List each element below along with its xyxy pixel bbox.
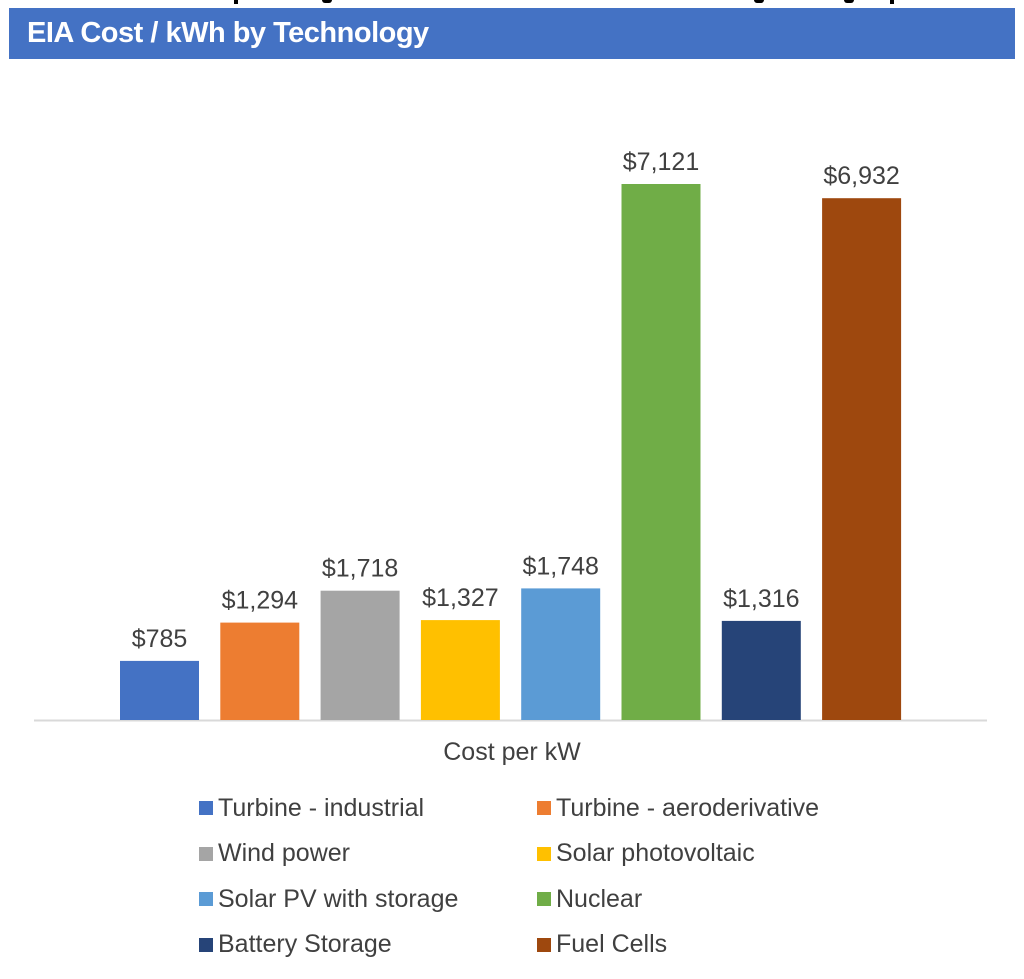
legend-item: Wind power [199, 834, 350, 874]
legend-swatch [199, 801, 213, 815]
legend-label: Solar PV with storage [218, 884, 459, 913]
legend-label: Turbine - aeroderivative [556, 793, 820, 822]
legend-item: Turbine - aeroderivative [537, 788, 819, 828]
data-label: $1,294 [222, 587, 299, 615]
legend-label: Solar photovoltaic [556, 839, 755, 867]
x-axis-label: Cost per kW [443, 738, 581, 766]
data-label: $785 [132, 625, 188, 653]
cropped-heading-fragment [844, 0, 854, 3]
cropped-heading-fragment [890, 0, 894, 4]
data-label: $1,327 [422, 584, 498, 612]
legend-swatch [537, 801, 551, 815]
data-label: $7,121 [623, 148, 699, 176]
legend-label: Fuel Cells [556, 930, 668, 958]
bar-solar-pv-with-storage [521, 588, 601, 720]
data-label: $6,932 [823, 162, 899, 190]
bar-nuclear [621, 184, 701, 720]
legend-swatch [199, 937, 213, 952]
bar-battery-storage [721, 620, 801, 720]
legend-swatch [537, 892, 551, 906]
cropped-heading-fragment [322, 0, 332, 3]
legend-swatch [199, 892, 213, 906]
bar-wind-power [320, 590, 400, 720]
data-label: $1,316 [723, 585, 799, 613]
legend-item: Solar photovoltaic [537, 834, 755, 874]
cropped-heading-fragment [754, 0, 764, 3]
cropped-heading-fragment [234, 0, 238, 4]
bar-solar-photovoltaic [420, 620, 500, 720]
legend-label: Turbine - industrial [218, 793, 425, 822]
bar-turbine-aeroderivative [220, 622, 300, 720]
legend-item: Solar PV with storage [199, 879, 458, 919]
legend-swatch [537, 846, 551, 861]
bar-fuel-cells [822, 198, 902, 720]
legend-swatch [199, 846, 213, 861]
legend-label: Battery Storage [218, 930, 392, 958]
data-label: $1,718 [322, 555, 398, 583]
legend-item: Battery Storage [199, 925, 392, 965]
chart-title: EIA Cost / kWh by Technology [27, 17, 429, 49]
data-label: $1,748 [522, 552, 598, 580]
legend-label: Nuclear [556, 884, 643, 913]
legend-item: Nuclear [537, 879, 642, 919]
legend-item: Fuel Cells [537, 925, 667, 965]
title-banner: EIA Cost / kWh by Technology [9, 8, 1015, 59]
legend-label: Wind power [218, 839, 350, 867]
legend-item: Turbine - industrial [199, 788, 424, 828]
bar-turbine-industrial [120, 660, 199, 720]
legend-swatch [537, 937, 551, 952]
